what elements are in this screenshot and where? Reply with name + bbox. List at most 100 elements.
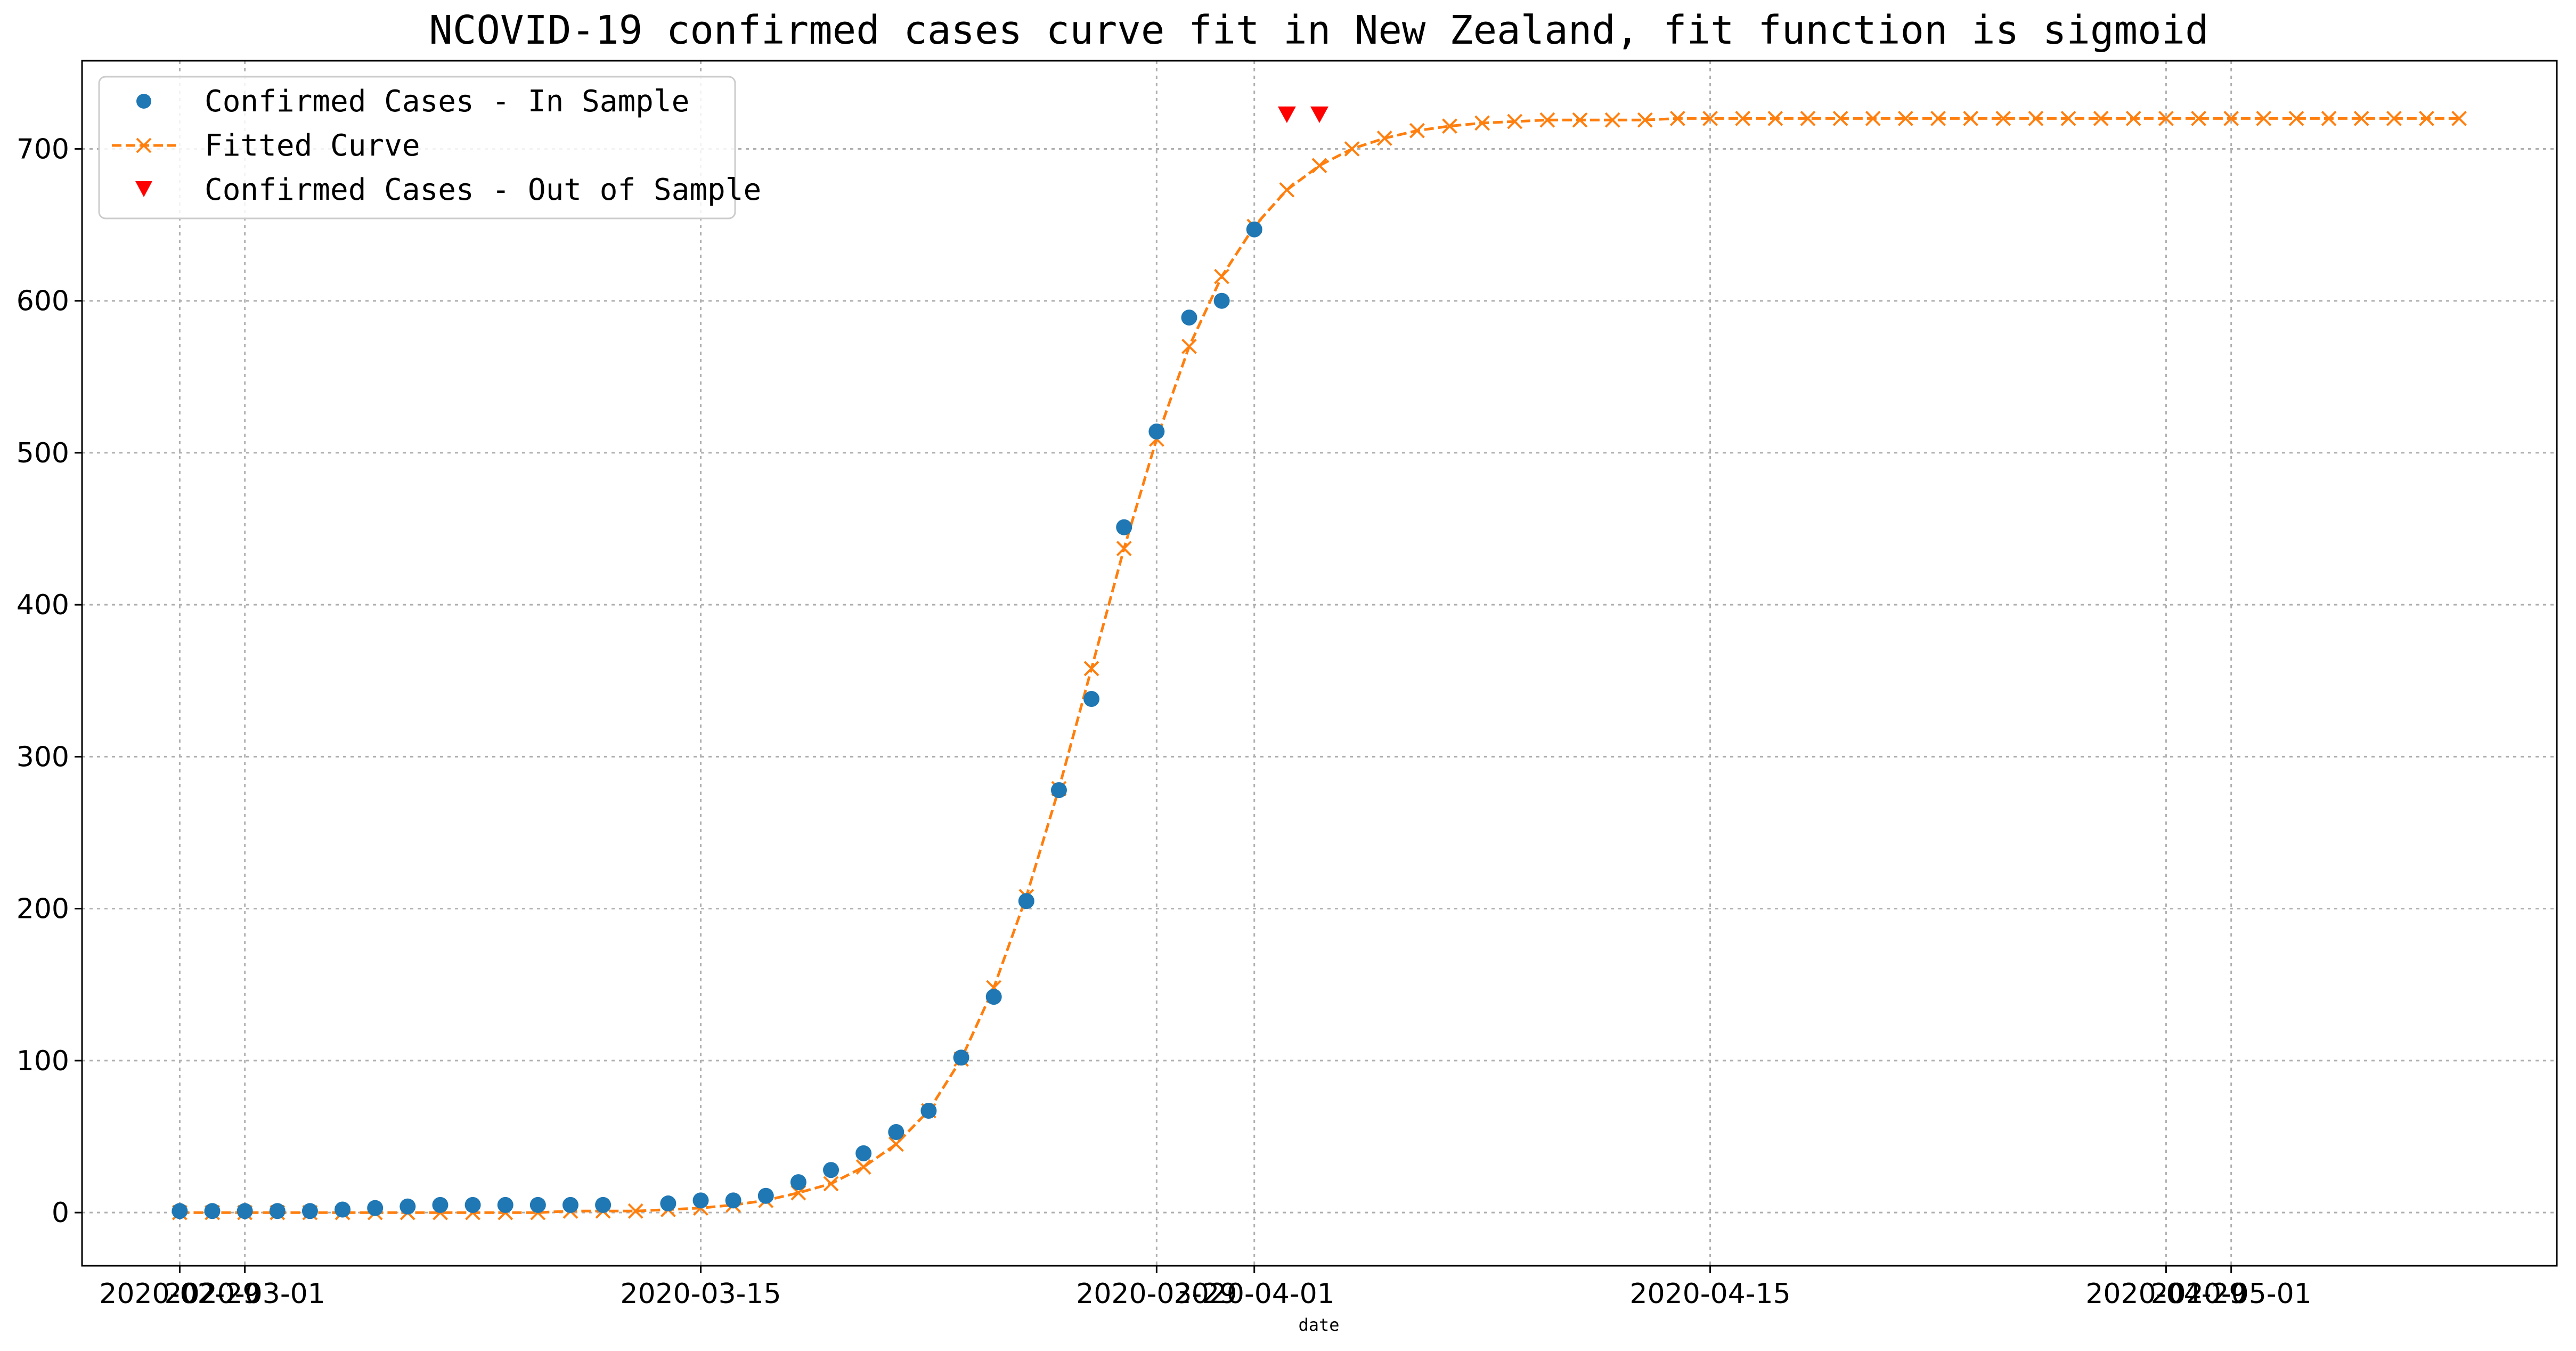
fitted-curve-marker <box>1409 123 1425 139</box>
in-sample-point <box>464 1197 481 1213</box>
legend-label-out-of-sample: Confirmed Cases - Out of Sample <box>205 173 761 207</box>
fitted-curve-marker <box>1083 661 1099 677</box>
out-of-sample-point <box>1277 106 1296 123</box>
in-sample-point <box>1246 221 1262 238</box>
fitted-curve-marker <box>2288 110 2304 126</box>
in-sample-point <box>1148 424 1165 440</box>
fitted-curve-marker <box>1116 541 1132 557</box>
fitted-curve-marker <box>2191 110 2206 126</box>
x-tick-label: 2020-03-01 <box>165 1278 325 1310</box>
fitted-curve-marker <box>1474 115 1490 131</box>
fitted-curve-marker <box>2353 110 2369 126</box>
in-sample-point <box>400 1198 416 1215</box>
x-axis-label: date <box>1298 1315 1339 1335</box>
in-sample-point <box>562 1197 578 1213</box>
in-sample-point <box>790 1174 806 1191</box>
fitted-curve-marker <box>1507 113 1523 129</box>
y-tick-label: 600 <box>17 286 69 318</box>
out-of-sample-point <box>1310 106 1328 123</box>
tick-layer: 01002003004005006007002020-02-292020-03-… <box>17 133 2312 1310</box>
in-sample-point <box>823 1162 839 1178</box>
in-sample-point <box>529 1197 546 1213</box>
fitted-curve-marker <box>2451 110 2467 126</box>
in-sample-point <box>953 1049 969 1066</box>
in-sample-point <box>888 1124 904 1140</box>
fitted-curve-marker <box>2060 110 2076 126</box>
in-sample-point <box>595 1197 612 1213</box>
fitted-curve-marker <box>1930 110 1946 126</box>
fitted-curve-marker <box>1832 110 1848 126</box>
fitted-curve-marker <box>2386 110 2402 126</box>
fitted-curve-marker <box>1181 338 1197 354</box>
fitted-curve-marker <box>2223 110 2239 126</box>
fitted-curve-marker <box>2093 110 2109 126</box>
fitted-curve-marker <box>888 1136 904 1152</box>
in-sample-point <box>367 1200 384 1216</box>
in-sample-point <box>1116 519 1132 535</box>
y-tick-label: 500 <box>17 437 69 469</box>
fitted-curve-marker <box>2028 110 2044 126</box>
fitted-curve-marker <box>1670 110 1685 126</box>
in-sample-point <box>1181 310 1197 326</box>
in-sample-point <box>725 1192 741 1209</box>
fitted-curve-marker <box>1442 118 1457 134</box>
fitted-curve-marker <box>1539 112 1555 128</box>
y-tick-label: 700 <box>17 133 69 165</box>
fitted-curve-marker <box>1214 268 1230 284</box>
x-tick-label: 2020-04-15 <box>1629 1278 1790 1310</box>
fitted-curve-marker <box>1897 110 1913 126</box>
in-sample-point <box>660 1195 676 1212</box>
legend-marker-fitted-curve <box>136 137 152 153</box>
legend: Confirmed Cases - In Sample Fitted Curve… <box>98 76 761 219</box>
fitted-curve-marker <box>1572 112 1588 128</box>
in-sample-point <box>757 1187 774 1204</box>
x-tick-label: 2020-05-01 <box>2151 1278 2312 1310</box>
fitted-curve-marker <box>1963 110 1979 126</box>
x-tick-label: 2020-04-01 <box>1174 1278 1335 1310</box>
x-tick-label: 2020-04-29 <box>2085 1278 2246 1310</box>
in-sample-point <box>269 1203 286 1219</box>
in-sample-point <box>920 1103 937 1119</box>
x-tick-label: 2020-02-29 <box>99 1278 260 1310</box>
in-sample-point <box>1050 782 1067 799</box>
x-tick-label: 2020-03-15 <box>620 1278 781 1310</box>
in-sample-point <box>237 1203 253 1219</box>
fitted-curve-marker <box>1800 110 1816 126</box>
y-tick-label: 400 <box>17 589 69 621</box>
in-sample-point <box>1213 292 1230 309</box>
in-sample-point <box>432 1197 449 1213</box>
legend-label-fitted-curve: Fitted Curve <box>205 128 420 163</box>
in-sample-point <box>855 1145 872 1161</box>
in-sample-point <box>172 1203 188 1219</box>
fitted-curve-line <box>180 117 2459 1214</box>
fitted-curve-marker <box>1767 110 1783 126</box>
fitted-curve-marker <box>1311 158 1327 174</box>
fitted-curve-marker <box>1702 110 1718 126</box>
fitted-curve-marker <box>2158 110 2174 126</box>
axes-frame <box>81 60 2558 1267</box>
fitted-curve-marker <box>2321 110 2337 126</box>
y-tick-label: 300 <box>17 741 69 773</box>
fitted-curve-marker <box>1344 141 1360 157</box>
legend-box <box>98 76 736 219</box>
chart-title: NCOVID-19 confirmed cases curve fit in N… <box>429 7 2208 53</box>
in-sample-point <box>301 1203 318 1219</box>
fitted-curve-marker <box>2419 110 2434 126</box>
fitted-curve-marker <box>2125 110 2141 126</box>
fitted-curve-marker <box>1376 131 1392 146</box>
fitted-curve-marker <box>855 1159 871 1175</box>
fitted-curve-marker <box>823 1176 839 1192</box>
x-tick-label: 2020-03-29 <box>1076 1278 1237 1310</box>
fitted-curve-marker <box>1865 110 1881 126</box>
y-tick-label: 200 <box>17 893 69 925</box>
series-layer <box>172 106 2467 1220</box>
in-sample-point <box>497 1197 513 1213</box>
y-tick-label: 0 <box>52 1197 69 1229</box>
legend-label-in-sample: Confirmed Cases - In Sample <box>205 84 689 119</box>
fitted-curve-marker <box>627 1203 643 1219</box>
fitted-curve-marker <box>1637 112 1653 128</box>
fitted-curve-marker <box>1995 110 2011 126</box>
in-sample-point <box>204 1203 221 1219</box>
